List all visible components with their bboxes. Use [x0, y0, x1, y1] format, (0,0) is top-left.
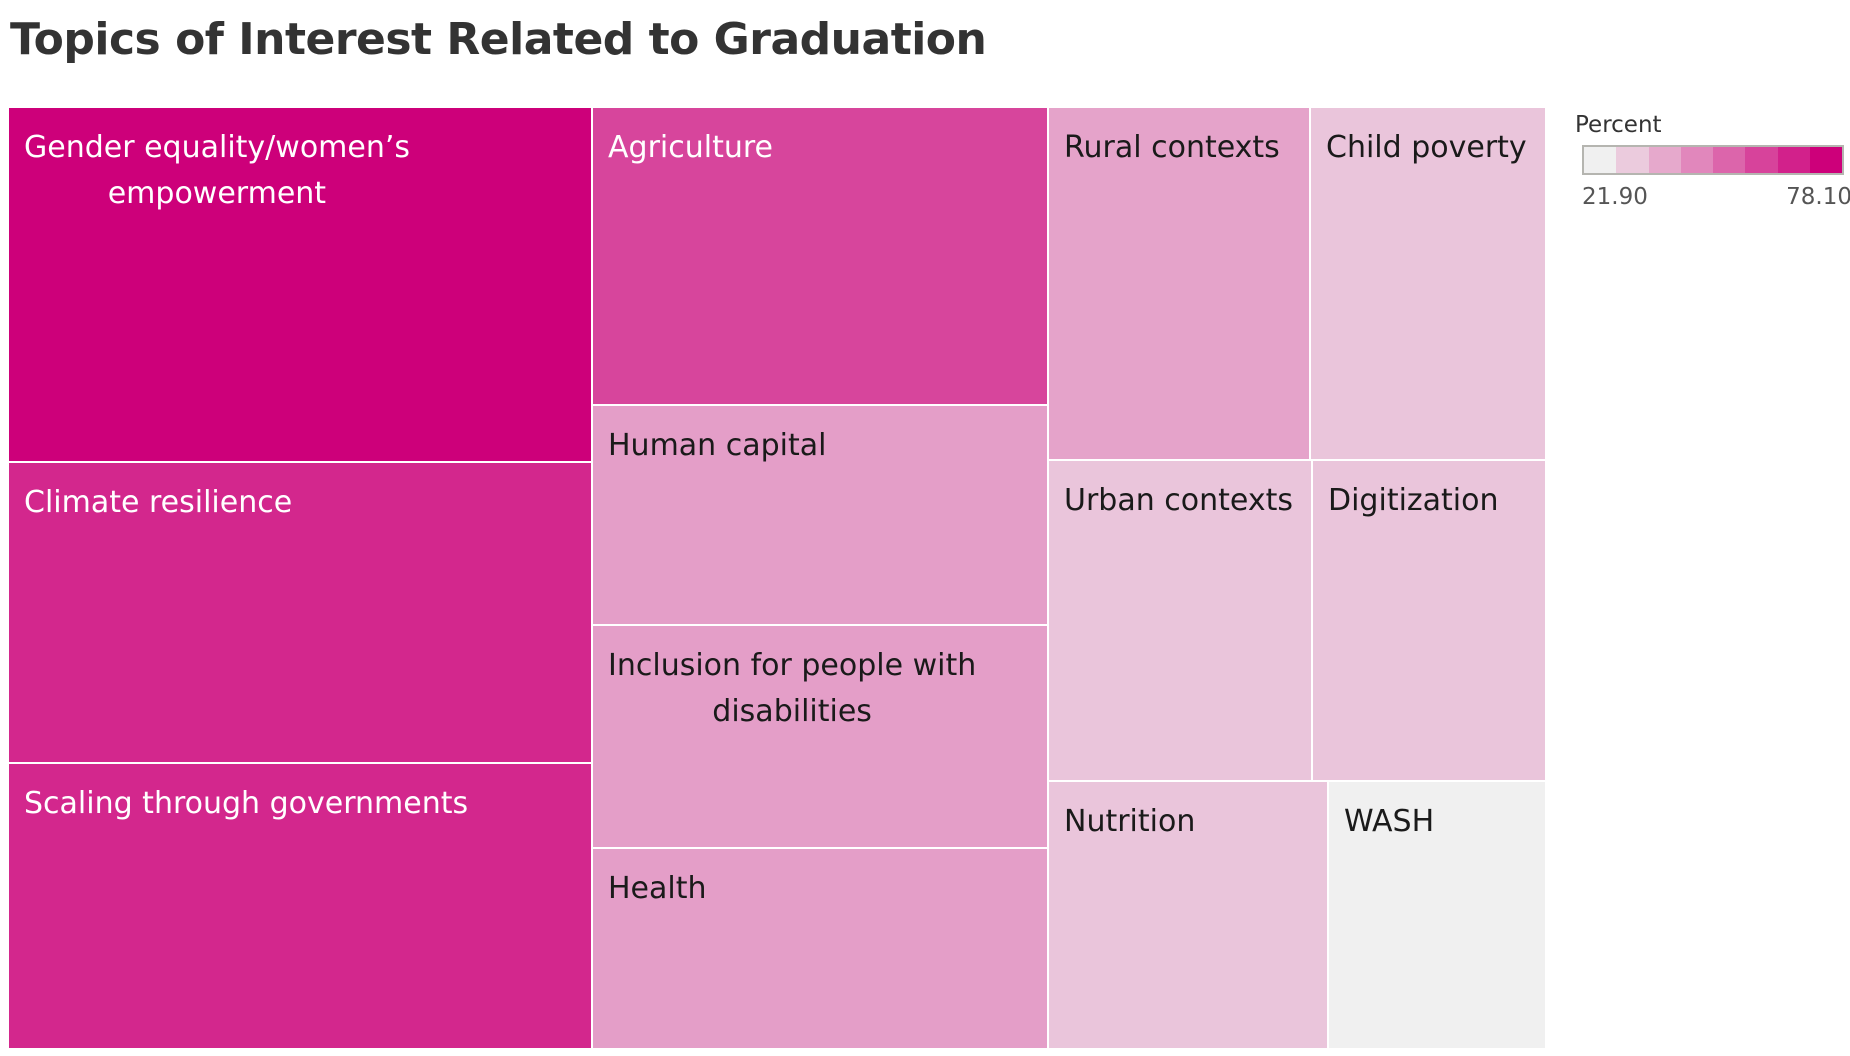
treemap-tile[interactable]: Inclusion for people with disabilities: [591, 624, 1049, 849]
legend-swatch: [1616, 147, 1649, 173]
treemap-tile-rect[interactable]: [1047, 780, 1329, 1050]
treemap-tile[interactable]: Nutrition: [1047, 780, 1329, 1050]
treemap-tile-label: Nutrition: [1064, 804, 1195, 839]
legend-title: Percent: [1575, 112, 1662, 138]
treemap-tile-label: Child poverty: [1326, 130, 1527, 165]
color-legend: Percent 21.90 78.10: [1572, 112, 1850, 222]
treemap-tile[interactable]: Scaling through governments: [7, 762, 593, 1050]
treemap-tile-rect[interactable]: [1309, 106, 1547, 461]
treemap-tile-rect[interactable]: [1047, 459, 1313, 782]
treemap-tile[interactable]: WASH: [1327, 780, 1547, 1050]
treemap-tile[interactable]: Health: [591, 847, 1049, 1050]
treemap-tile[interactable]: Human capital: [591, 404, 1049, 626]
chart-title: Topics of Interest Related to Graduation: [10, 14, 987, 65]
legend-swatch: [1680, 147, 1713, 173]
treemap-tile-label: Climate resilience: [24, 485, 292, 520]
treemap-tile[interactable]: Child poverty: [1309, 106, 1547, 461]
treemap-tile-label: disabilities: [712, 694, 872, 729]
treemap-tile-rect[interactable]: [7, 762, 593, 1050]
legend-swatch: [1648, 147, 1681, 173]
treemap-tile-label: Inclusion for people with: [608, 648, 976, 683]
treemap-tile-rect[interactable]: [1327, 780, 1547, 1050]
legend-swatch: [1713, 147, 1746, 173]
treemap-tile-rect[interactable]: [591, 847, 1049, 1050]
legend-swatch: [1809, 147, 1842, 173]
legend-max-label: 78.10: [1786, 184, 1850, 210]
treemap-tile-rect[interactable]: [1047, 106, 1311, 461]
treemap-tile-rect[interactable]: [591, 106, 1049, 406]
treemap-tile-label: Agriculture: [608, 130, 773, 165]
treemap-tile-label: WASH: [1344, 804, 1434, 839]
treemap-tile[interactable]: Gender equality/women’s empowerment: [7, 106, 593, 463]
treemap-tile-label: empowerment: [108, 176, 327, 211]
legend-swatch: [1745, 147, 1778, 173]
treemap-tile-rect[interactable]: [7, 106, 593, 463]
legend-swatch: [1777, 147, 1810, 173]
treemap-tile-label: Rural contexts: [1064, 130, 1280, 165]
treemap-tile[interactable]: Digitization: [1311, 459, 1547, 782]
treemap-tile[interactable]: Urban contexts: [1047, 459, 1313, 782]
treemap-tile-rect[interactable]: [7, 461, 593, 764]
treemap-tile-label: Health: [608, 871, 707, 906]
treemap-tile-label: Gender equality/women’s: [24, 130, 410, 165]
treemap-tile[interactable]: Rural contexts: [1047, 106, 1311, 461]
legend-swatch: [1584, 147, 1617, 173]
treemap-tile[interactable]: Climate resilience: [7, 461, 593, 764]
treemap-tile-label: Digitization: [1328, 483, 1499, 518]
legend-color-ramp: [1582, 145, 1844, 175]
treemap-tile-label: Human capital: [608, 428, 826, 463]
treemap-tile[interactable]: Agriculture: [591, 106, 1049, 406]
treemap-tile-rect[interactable]: [1311, 459, 1547, 782]
legend-min-label: 21.90: [1582, 184, 1648, 210]
treemap-tile-label: Urban contexts: [1064, 483, 1293, 518]
treemap-tile-label: Scaling through governments: [24, 786, 468, 821]
